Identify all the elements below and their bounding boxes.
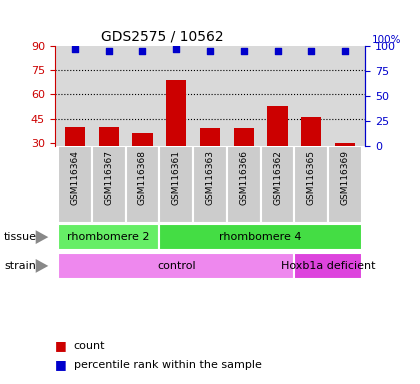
Text: GSM116369: GSM116369 <box>341 150 349 205</box>
Text: GDS2575 / 10562: GDS2575 / 10562 <box>101 30 224 43</box>
Bar <box>301 117 321 191</box>
Text: GSM116362: GSM116362 <box>273 150 282 205</box>
Point <box>274 48 281 54</box>
Bar <box>294 146 328 223</box>
Bar <box>126 146 159 223</box>
Text: tissue: tissue <box>4 232 37 242</box>
Bar <box>234 128 254 191</box>
Point <box>139 48 146 54</box>
Bar <box>294 253 362 279</box>
Point <box>207 48 213 54</box>
Text: GSM116368: GSM116368 <box>138 150 147 205</box>
Text: ■: ■ <box>55 339 71 352</box>
Point <box>342 48 349 54</box>
Point <box>240 48 247 54</box>
Bar <box>166 80 186 191</box>
Text: GSM116365: GSM116365 <box>307 150 316 205</box>
Bar <box>328 146 362 223</box>
Text: GSM116366: GSM116366 <box>239 150 248 205</box>
Text: GSM116367: GSM116367 <box>104 150 113 205</box>
Text: percentile rank within the sample: percentile rank within the sample <box>74 360 261 370</box>
Text: Hoxb1a deficient: Hoxb1a deficient <box>281 261 375 271</box>
Bar <box>200 128 220 191</box>
Bar <box>159 146 193 223</box>
Bar <box>65 127 85 191</box>
Bar <box>58 146 92 223</box>
Text: GSM116364: GSM116364 <box>71 150 79 205</box>
Bar <box>227 146 261 223</box>
Bar <box>58 224 159 250</box>
Text: ■: ■ <box>55 358 71 371</box>
Bar <box>268 106 288 191</box>
Bar <box>92 146 126 223</box>
Bar <box>58 253 294 279</box>
Bar <box>261 146 294 223</box>
Bar <box>335 143 355 191</box>
Bar <box>132 133 152 191</box>
Text: strain: strain <box>4 261 36 271</box>
Bar <box>193 146 227 223</box>
Text: control: control <box>157 261 196 271</box>
Text: count: count <box>74 341 105 351</box>
Point <box>105 48 112 54</box>
Point <box>71 46 78 52</box>
Text: rhombomere 2: rhombomere 2 <box>67 232 150 242</box>
Point <box>308 48 315 54</box>
Text: 100%: 100% <box>372 35 401 45</box>
Bar <box>99 127 119 191</box>
Point <box>173 46 180 52</box>
Text: GSM116363: GSM116363 <box>205 150 215 205</box>
Bar <box>159 224 362 250</box>
Text: GSM116361: GSM116361 <box>172 150 181 205</box>
Text: rhombomere 4: rhombomere 4 <box>219 232 302 242</box>
